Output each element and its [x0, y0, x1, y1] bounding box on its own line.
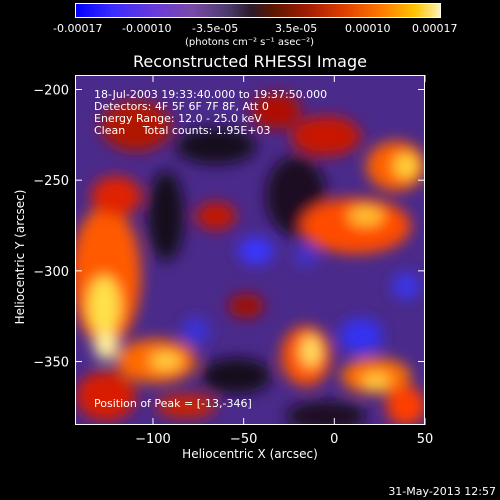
colorbar-tick: -0.00010	[122, 22, 172, 35]
x-tick-label: 0	[330, 432, 338, 447]
annotation-method-counts: Clean Total counts: 1.95E+03	[94, 124, 271, 137]
y-tick-label: −350	[33, 356, 69, 371]
annotation-detectors: Detectors: 4F 5F 6F 7F 8F, Att 0	[94, 100, 269, 113]
annotation-energy-range: Energy Range: 12.0 - 25.0 keV	[94, 112, 262, 125]
plot-area	[75, 75, 425, 425]
colorbar-tick: -0.00017	[53, 22, 103, 35]
annotation-peak-position: Position of Peak = [-13,-346]	[94, 397, 252, 410]
x-axis-label: Heliocentric X (arcsec)	[182, 447, 318, 461]
y-tick-label: −250	[33, 174, 69, 189]
y-tick-label: −300	[33, 265, 69, 280]
x-tick-label: −100	[135, 432, 171, 447]
x-axis-ticks: −100 −50 0 50	[135, 75, 433, 447]
footer-timestamp: 31-May-2013 12:57	[388, 485, 496, 498]
chart-title: Reconstructed RHESSI Image	[133, 52, 367, 71]
x-tick-label: 50	[417, 432, 434, 447]
colorbar-unit-label: (photons cm⁻² s⁻¹ asec⁻²)	[185, 37, 315, 48]
x-tick-label: −50	[230, 432, 257, 447]
y-tick-label: −200	[33, 84, 69, 99]
colorbar-tick: 0.00017	[412, 22, 458, 35]
y-axis-ticks: −200 −250 −300 −350	[33, 84, 425, 371]
heatmap-image	[76, 76, 424, 424]
annotation-time-range: 18-Jul-2003 19:33:40.000 to 19:37:50.000	[94, 88, 328, 101]
colorbar-tick: 0.00010	[345, 22, 391, 35]
y-axis-label: Heliocentric Y (arcsec)	[13, 189, 27, 325]
colorbar-tick: -3.5e-05	[192, 22, 239, 35]
colorbar-tick: 3.5e-05	[275, 22, 318, 35]
colorbar	[75, 3, 441, 18]
